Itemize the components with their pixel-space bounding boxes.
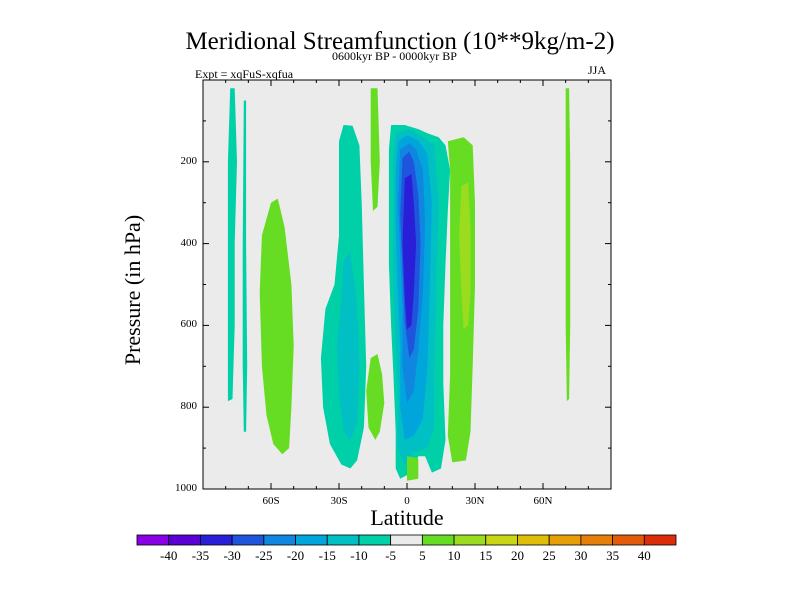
colorbar-box-13 [548,534,582,546]
colorbar-label: 20 [510,548,524,563]
contour-region-9 [459,182,471,330]
y-tick-label: 1000 [175,482,197,494]
colorbar-box-12 [517,534,550,546]
contour-region-6 [366,354,385,440]
y-tick-label: 400 [180,236,198,249]
colorbar-box-11 [485,534,518,546]
colorbar-label: 35 [606,548,620,563]
colorbar-label: -15 [318,548,336,563]
colorbar-label: 10 [447,548,461,563]
contour-region-0 [227,88,237,402]
colorbar-box-6 [326,534,360,546]
contour-region-8 [447,137,475,463]
colorbar-box-9 [421,534,455,546]
colorbar-label: 25 [542,548,556,563]
x-tick-label: 60N [533,495,553,507]
colorbar-label: -5 [385,548,397,563]
colorbar-box-15 [612,534,645,546]
colorbar-label: -25 [255,548,273,563]
colorbar-label: 30 [574,548,588,563]
colorbar-label: 40 [637,548,651,563]
x-tick-label: 30N [465,495,485,507]
x-tick-label: 60S [262,495,280,507]
y-tick-label: 800 [180,400,198,413]
y-tick-label: 200 [180,154,198,167]
colorbar-box-14 [580,534,613,546]
colorbar-label: -10 [350,548,368,563]
colorbar-box-10 [453,534,487,546]
colorbar-label: -20 [286,548,305,563]
colorbar-box-0 [136,534,170,546]
colorbar-box-4 [263,534,296,546]
colorbar-label: 5 [419,548,426,563]
colorbar-label: -35 [191,548,210,563]
colorbar-box-1 [168,534,201,546]
colorbar-label: -30 [223,548,241,563]
contour-region-1 [242,100,248,432]
colorbar-box-3 [231,534,265,546]
season-label: JJA [588,63,607,77]
x-tick-label: 0 [404,495,410,507]
colorbar-box-16 [643,534,677,546]
colorbar-box-7 [358,534,392,546]
colorbar-box-2 [200,534,233,546]
x-axis-label: Latitude [370,505,444,530]
period-label: 0600kyr BP - 0000kyr BP [332,49,457,63]
x-tick-label: 30S [330,495,348,507]
colorbar-box-8 [390,534,423,546]
colorbar-box-5 [295,534,328,546]
chart-title: Meridional Streamfunction (10**9kg/m-2) [185,28,615,55]
experiment-label: Expt = xqFuS-xqfua [195,67,294,81]
colorbar-label: -40 [160,548,178,563]
contour-region-15 [407,456,419,481]
contour-region-2 [259,198,294,455]
contour-region-4 [336,251,360,440]
colorbar-label: 15 [479,548,493,563]
contour-region-14 [402,174,417,330]
contour-region-16 [565,88,571,402]
y-tick-label: 600 [180,318,198,331]
contour-region-5 [370,88,380,211]
